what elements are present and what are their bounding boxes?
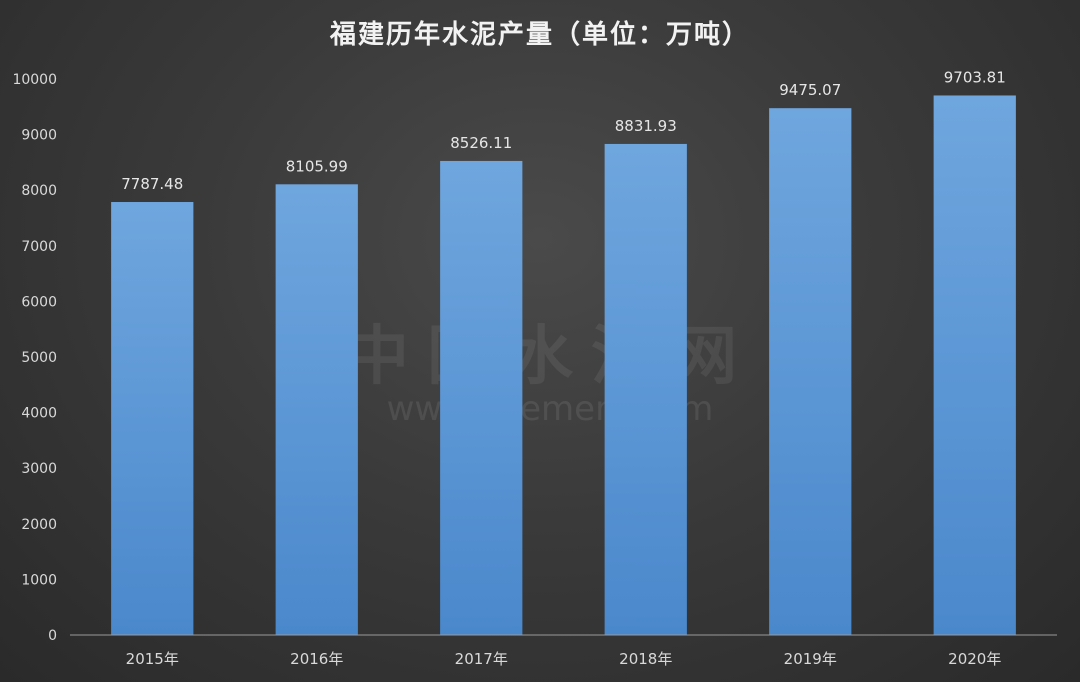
x-tick-label: 2015年 xyxy=(126,650,179,668)
y-tick-label: 10000 xyxy=(12,72,57,88)
data-label: 8831.93 xyxy=(615,117,677,135)
bar xyxy=(440,160,523,635)
y-tick-label: 6000 xyxy=(21,294,57,310)
y-tick-label: 1000 xyxy=(21,572,57,588)
x-tick-label: 2020年 xyxy=(948,650,1001,668)
data-label: 9703.81 xyxy=(944,68,1006,86)
bar xyxy=(769,108,852,636)
bar xyxy=(933,95,1016,636)
chart-title: 福建历年水泥产量（单位：万吨） xyxy=(329,20,750,50)
y-axis: 0 1000 2000 3000 4000 5000 6000 7000 8000 9000 100… xyxy=(12,72,57,644)
y-tick-label: 3000 xyxy=(21,461,57,477)
y-tick-label: 2000 xyxy=(21,517,57,533)
data-label: 9475.07 xyxy=(779,81,841,99)
x-tick-label: 2017年 xyxy=(455,650,508,668)
x-tick-label: 2018年 xyxy=(619,650,672,668)
watermark: 中国水泥网 www.Ccement.com xyxy=(345,319,755,429)
x-tick-label: 2019年 xyxy=(784,650,837,668)
y-tick-label: 4000 xyxy=(21,406,57,422)
y-tick-label: 0 xyxy=(48,628,57,644)
bar-series: 7787.48 8105.99 8526.11 8831.93 9475.07 9703.… xyxy=(111,68,1016,636)
data-label: 8526.11 xyxy=(450,134,512,152)
data-label: 7787.48 xyxy=(121,175,183,193)
y-tick-label: 5000 xyxy=(21,350,57,366)
watermark-cn: 中国水泥网 xyxy=(345,319,755,394)
bar xyxy=(275,184,358,636)
bar xyxy=(604,143,687,635)
y-tick-label: 9000 xyxy=(21,128,57,144)
data-label: 8105.99 xyxy=(286,157,348,175)
bar xyxy=(111,202,194,635)
x-axis: 2015年 2016年 2017年 2018年 2019年 2020年 xyxy=(70,634,1057,668)
y-tick-label: 8000 xyxy=(21,183,57,199)
x-tick-label: 2016年 xyxy=(290,650,343,668)
y-tick-label: 7000 xyxy=(21,239,57,255)
